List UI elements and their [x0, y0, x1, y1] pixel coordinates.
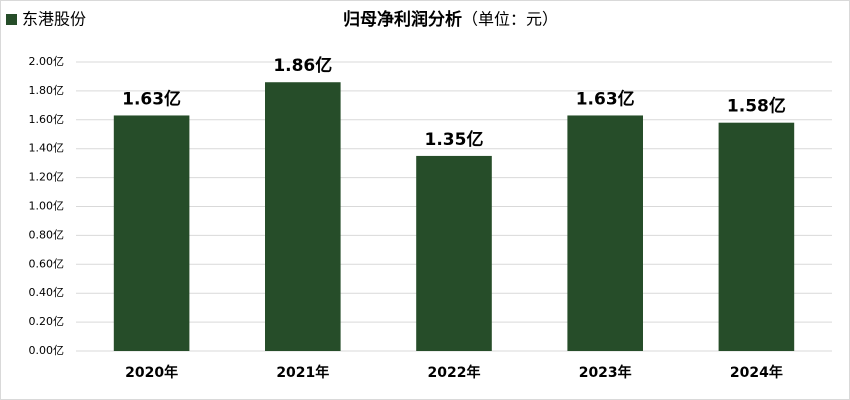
- bar: [416, 155, 492, 351]
- bar: [718, 122, 795, 351]
- data-label: 1.63亿: [122, 88, 181, 109]
- legend-label: 东港股份: [22, 10, 86, 29]
- y-tick-label: 0.40亿: [29, 286, 65, 299]
- chart-subtitle: （单位：元）: [462, 10, 558, 29]
- y-tick-label: 0.80亿: [29, 228, 65, 241]
- x-tick-label: 2023年: [579, 364, 632, 381]
- y-tick-label: 0.20亿: [29, 315, 65, 328]
- y-tick-label: 1.20亿: [29, 171, 65, 184]
- data-label: 1.86亿: [273, 55, 332, 76]
- x-tick-label: 2024年: [730, 364, 783, 381]
- data-label: 1.35亿: [425, 129, 484, 150]
- y-tick-label: 1.40亿: [29, 142, 65, 155]
- x-tick-label: 2021年: [276, 364, 329, 381]
- data-label: 1.58亿: [727, 96, 786, 117]
- y-tick-label: 1.80亿: [29, 84, 65, 97]
- bar: [567, 115, 643, 351]
- bar: [265, 82, 341, 351]
- y-tick-label: 0.60亿: [29, 257, 65, 270]
- x-tick-label: 2022年: [428, 364, 481, 381]
- y-tick-label: 2.00亿: [29, 55, 65, 68]
- y-tick-label: 0.00亿: [29, 344, 65, 357]
- chart-title: 归母净利润分析: [343, 9, 462, 30]
- y-tick-label: 1.00亿: [29, 200, 65, 213]
- data-label: 1.63亿: [576, 88, 635, 109]
- y-tick-label: 1.60亿: [29, 113, 65, 126]
- x-tick-label: 2020年: [125, 364, 178, 381]
- bar: [113, 115, 190, 351]
- legend-swatch: [6, 14, 17, 25]
